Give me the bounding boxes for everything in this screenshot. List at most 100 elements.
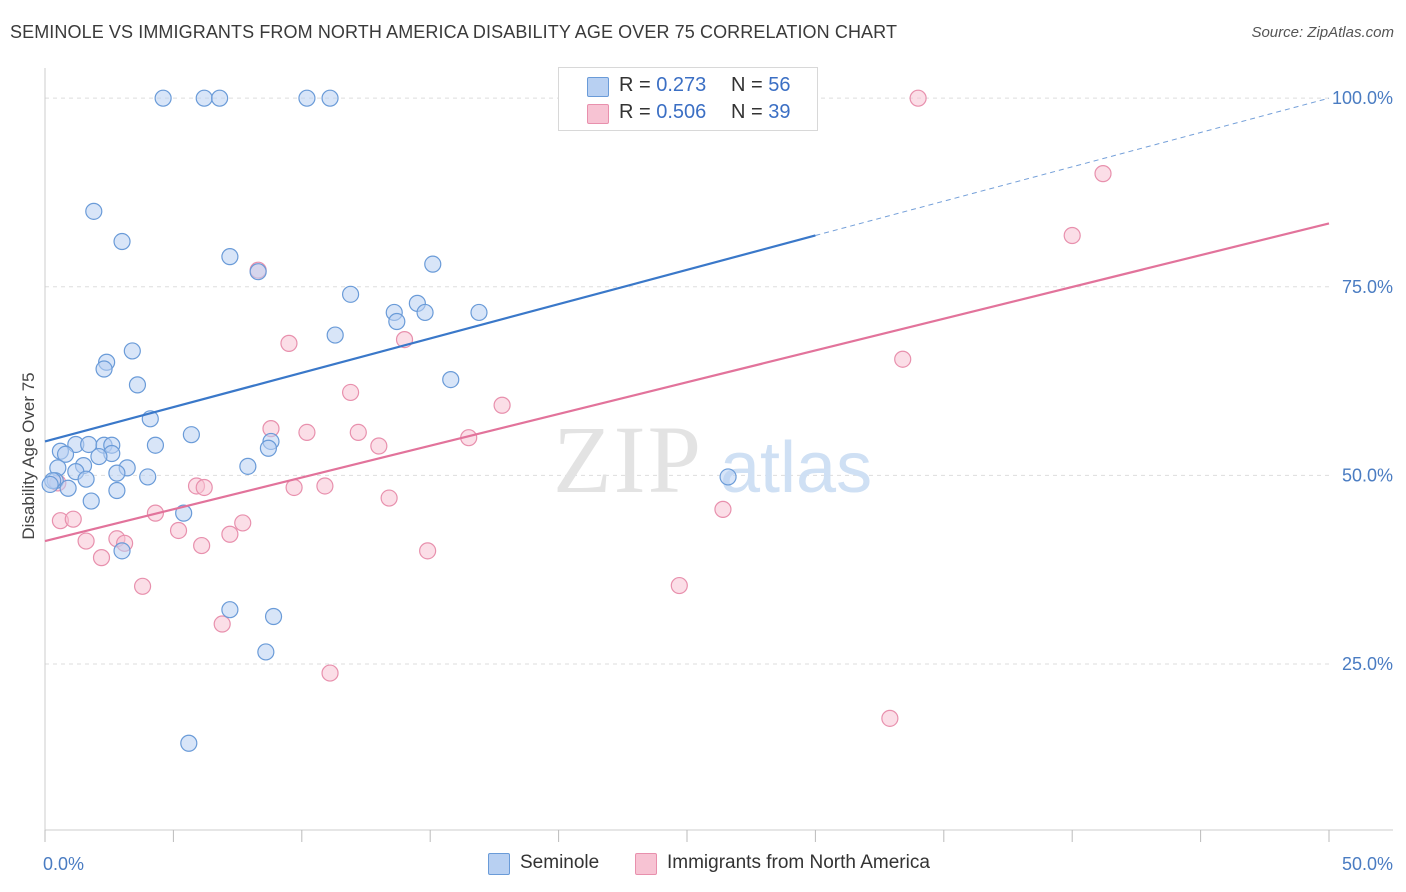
- legend-n-seminole: N = 56: [731, 74, 791, 96]
- legend-label-seminole: Seminole: [520, 852, 600, 873]
- immigrants-point: [169, 521, 188, 540]
- legend-swatch-seminole-bottom: [488, 853, 510, 875]
- source-credit: Source: ZipAtlas.com: [1251, 24, 1394, 41]
- legend-n-immigrants: N = 39: [731, 101, 791, 123]
- legend-swatch-immigrants-bottom: [635, 853, 657, 875]
- seminole-point: [82, 492, 100, 510]
- seminole-point: [416, 303, 434, 322]
- seminole-point: [259, 439, 278, 457]
- seminole-point: [442, 370, 460, 389]
- watermark: ZIP atlas: [553, 406, 872, 513]
- seminole-point: [182, 426, 200, 444]
- seminole-point: [108, 464, 126, 482]
- seminole-point: [326, 326, 344, 344]
- seminole-point: [341, 285, 360, 303]
- immigrants-point: [881, 709, 899, 727]
- legend-label-immigrants: Immigrants from North America: [667, 852, 930, 873]
- legend-swatch-immigrants: [587, 104, 609, 124]
- seminole-trend-extension: [815, 97, 1330, 236]
- seminole-point: [146, 436, 165, 454]
- x-tick-label: 50.0%: [1342, 854, 1393, 874]
- immigrants-point: [92, 549, 111, 567]
- immigrants-point: [321, 664, 339, 682]
- immigrants-point: [133, 577, 152, 595]
- seminole-point: [113, 542, 131, 560]
- immigrants-point: [213, 615, 231, 633]
- seminole-point: [298, 89, 316, 107]
- seminole-point: [128, 376, 147, 394]
- immigrants-point: [370, 437, 388, 455]
- correlation-legend: R = 0.273 N = 56 R = 0.506 N = 39: [558, 67, 818, 131]
- seminole-point: [195, 89, 213, 107]
- y-tick-label: 25.0%: [1342, 654, 1393, 674]
- immigrants-point: [64, 510, 82, 528]
- legend-r-seminole: R = 0.273: [619, 74, 707, 96]
- immigrants-point: [909, 89, 927, 107]
- immigrants-point: [670, 576, 688, 595]
- y-tick-label: 75.0%: [1342, 277, 1393, 297]
- watermark-zip: ZIP: [553, 406, 703, 513]
- seminole-point: [95, 360, 113, 378]
- y-tick-label: 100.0%: [1332, 88, 1393, 108]
- seminole-point: [249, 263, 267, 281]
- immigrants-point: [493, 396, 511, 414]
- y-axis-label: Disability Age Over 75: [19, 372, 38, 539]
- immigrants-point: [380, 489, 398, 507]
- seminole-trend-line: [44, 234, 816, 443]
- immigrants-point: [894, 350, 912, 368]
- chart-title: SEMINOLE VS IMMIGRANTS FROM NORTH AMERIC…: [10, 22, 898, 42]
- seminole-point: [113, 232, 131, 251]
- seminole-point: [59, 479, 77, 497]
- seminole-point: [77, 470, 95, 488]
- immigrants-point: [221, 525, 239, 543]
- y-tick-label: 50.0%: [1342, 465, 1393, 485]
- immigrants-point: [1063, 226, 1081, 245]
- legend-swatch-seminole: [587, 77, 609, 97]
- seminole-point: [424, 255, 442, 273]
- immigrants-point: [193, 536, 211, 555]
- immigrants-point: [1094, 165, 1112, 183]
- watermark-atlas: atlas: [720, 428, 872, 508]
- seminole-point: [108, 481, 126, 500]
- immigrants-point: [77, 532, 95, 550]
- seminole-point: [90, 447, 108, 466]
- immigrants-point: [419, 542, 437, 560]
- seminole-point: [221, 601, 239, 619]
- immigrants-point: [316, 477, 334, 495]
- x-tick-label: 0.0%: [43, 854, 84, 874]
- seminole-points: [41, 89, 737, 752]
- seminole-point: [85, 202, 103, 220]
- immigrants-point: [234, 514, 252, 532]
- immigrants-point: [341, 383, 360, 402]
- seminole-point: [41, 475, 59, 494]
- seminole-point: [388, 312, 406, 331]
- seminole-point: [154, 89, 172, 107]
- seminole-point: [175, 504, 193, 522]
- seminole-point: [139, 468, 157, 486]
- seminole-point: [211, 89, 229, 107]
- seminole-point: [257, 643, 275, 661]
- legend-row-immigrants: R = 0.506 N = 39: [559, 101, 817, 127]
- axes: [44, 68, 1393, 842]
- immigrants-point: [298, 423, 316, 442]
- seminole-point: [239, 457, 257, 475]
- immigrants-point: [195, 478, 213, 497]
- immigrants-point: [349, 423, 367, 442]
- tick-labels: 25.0% 50.0% 75.0% 100.0% 0.0% 50.0%: [43, 88, 1393, 874]
- seminole-point: [470, 303, 488, 322]
- immigrants-point: [714, 500, 732, 518]
- seminole-point: [56, 445, 75, 463]
- seminole-point: [321, 89, 339, 107]
- seminole-point: [264, 607, 283, 626]
- legend-row-seminole: R = 0.273 N = 56: [559, 74, 817, 100]
- seminole-point: [719, 468, 737, 486]
- immigrants-trend-line: [44, 222, 1330, 543]
- series-legend: Seminole Immigrants from North America: [0, 852, 1406, 878]
- seminole-point: [180, 734, 198, 752]
- seminole-point: [221, 248, 239, 266]
- seminole-point: [123, 342, 141, 360]
- legend-r-immigrants: R = 0.506: [619, 101, 707, 123]
- immigrants-point: [280, 334, 298, 352]
- trend-lines: [44, 97, 1330, 543]
